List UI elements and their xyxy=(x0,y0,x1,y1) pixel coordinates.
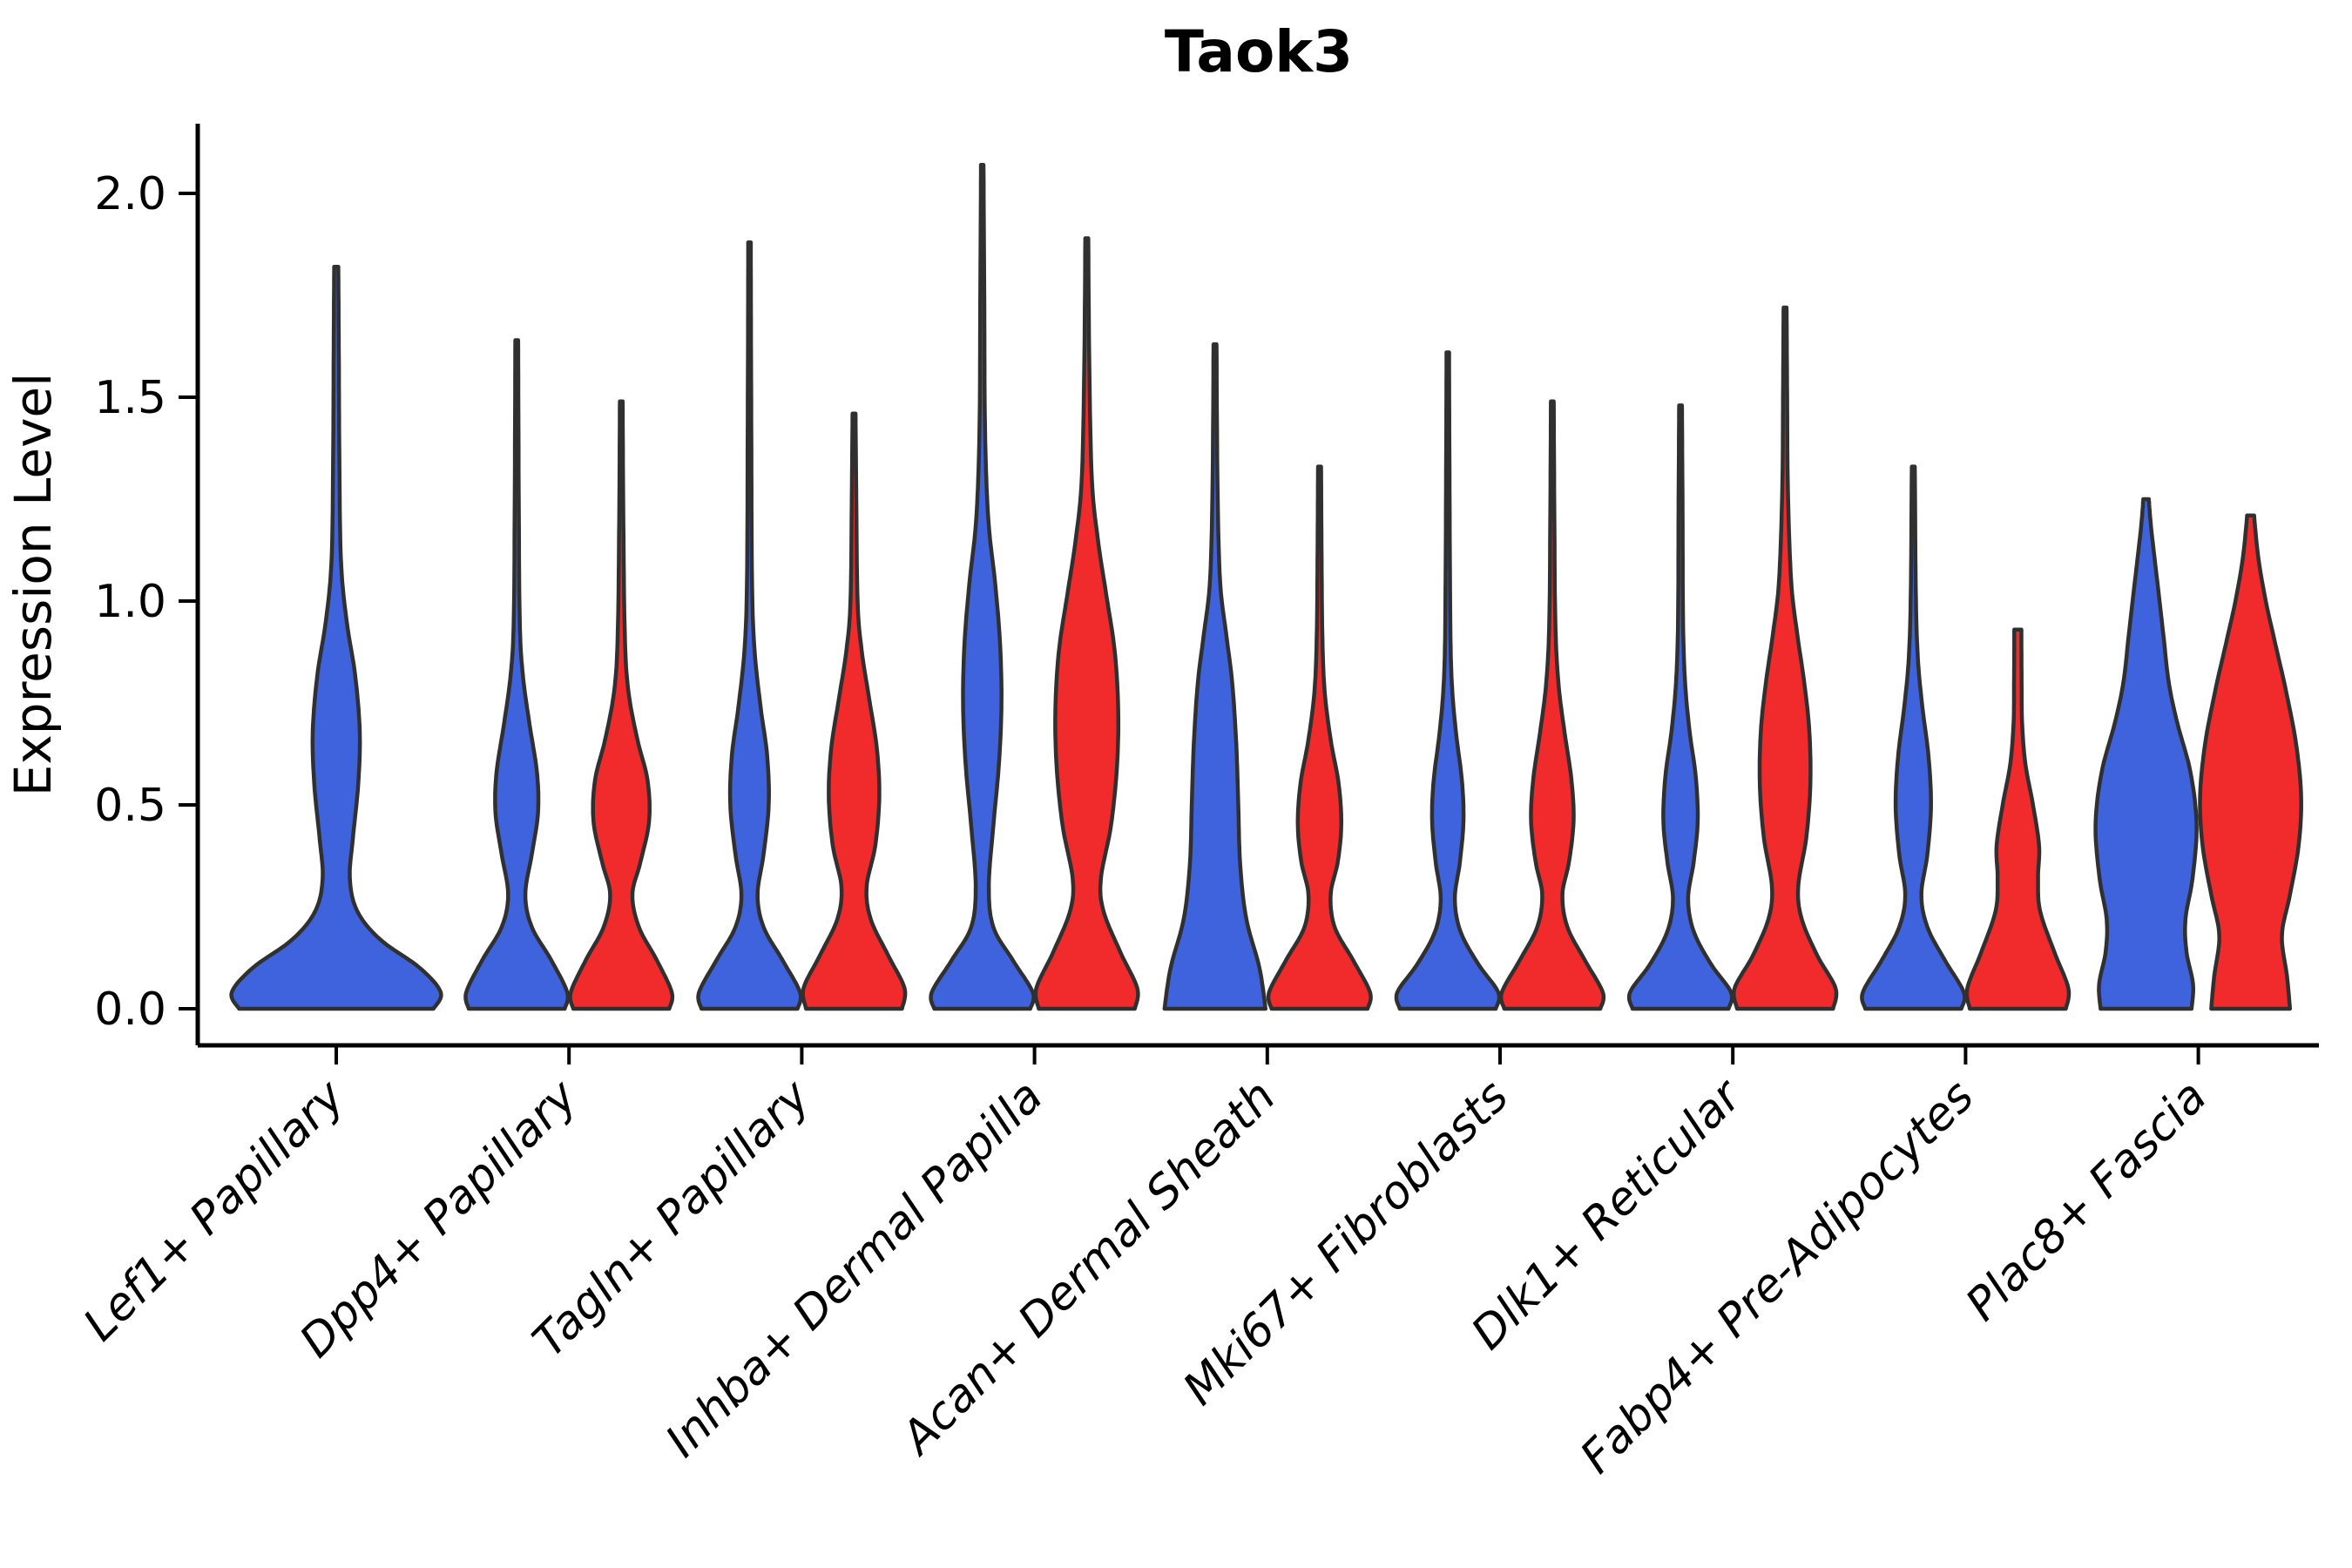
violin-dpp4-papillary-blue xyxy=(463,338,571,1011)
x-tick-label-fabp4-pre-adipocytes: Fabp4+ Pre-Adipocytes xyxy=(1571,1071,1984,1484)
x-tick-label-acan-dermal-sheath: Acan+ Dermal Sheath xyxy=(890,1071,1286,1466)
violin-acan-dermal-sheath-red xyxy=(1266,464,1373,1011)
violin-mki67-fibroblasts-red xyxy=(1498,399,1606,1011)
violin-dlk1-reticular-red xyxy=(1732,305,1839,1011)
violin-dpp4-papillary-red xyxy=(568,399,675,1011)
y-tick-label: 2.0 xyxy=(94,168,166,220)
violin-lef1-papillary-blue xyxy=(229,264,443,1011)
x-tick-label-inhba-dermal-papilla: Inhba+ Dermal Papilla xyxy=(656,1071,1053,1468)
y-tick-label: 1.0 xyxy=(94,576,166,628)
violin-inhba-dermal-papilla-blue xyxy=(929,162,1036,1011)
y-tick-label: 0.5 xyxy=(94,780,166,832)
violin-tagln-papillary-red xyxy=(801,411,908,1011)
y-axis-label: Expression Level xyxy=(3,373,63,796)
violin-fabp4-pre-adipocytes-blue xyxy=(1860,464,1967,1011)
violin-inhba-dermal-papilla-red xyxy=(1033,236,1140,1011)
violin-tagln-papillary-blue xyxy=(696,240,803,1011)
y-tick-label: 1.5 xyxy=(94,372,166,424)
x-tick-label-plac8-fascia: Plac8+ Fascia xyxy=(1957,1071,2217,1331)
violin-fabp4-pre-adipocytes-red xyxy=(1964,627,2072,1011)
violin-series xyxy=(229,162,2303,1011)
violin-plac8-fascia-red xyxy=(2198,513,2303,1011)
chart-title: Taok3 xyxy=(1165,18,1353,85)
y-tick-label: 0.0 xyxy=(94,983,166,1036)
violin-mki67-fibroblasts-blue xyxy=(1394,350,1502,1011)
violin-plac8-fascia-blue xyxy=(2093,497,2199,1011)
violin-dlk1-reticular-blue xyxy=(1626,403,1734,1011)
violin-acan-dermal-sheath-blue xyxy=(1162,341,1268,1011)
